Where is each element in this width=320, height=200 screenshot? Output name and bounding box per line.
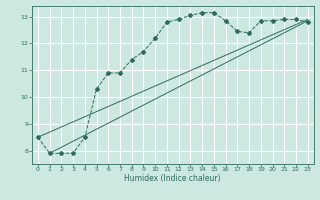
X-axis label: Humidex (Indice chaleur): Humidex (Indice chaleur) [124,174,221,183]
